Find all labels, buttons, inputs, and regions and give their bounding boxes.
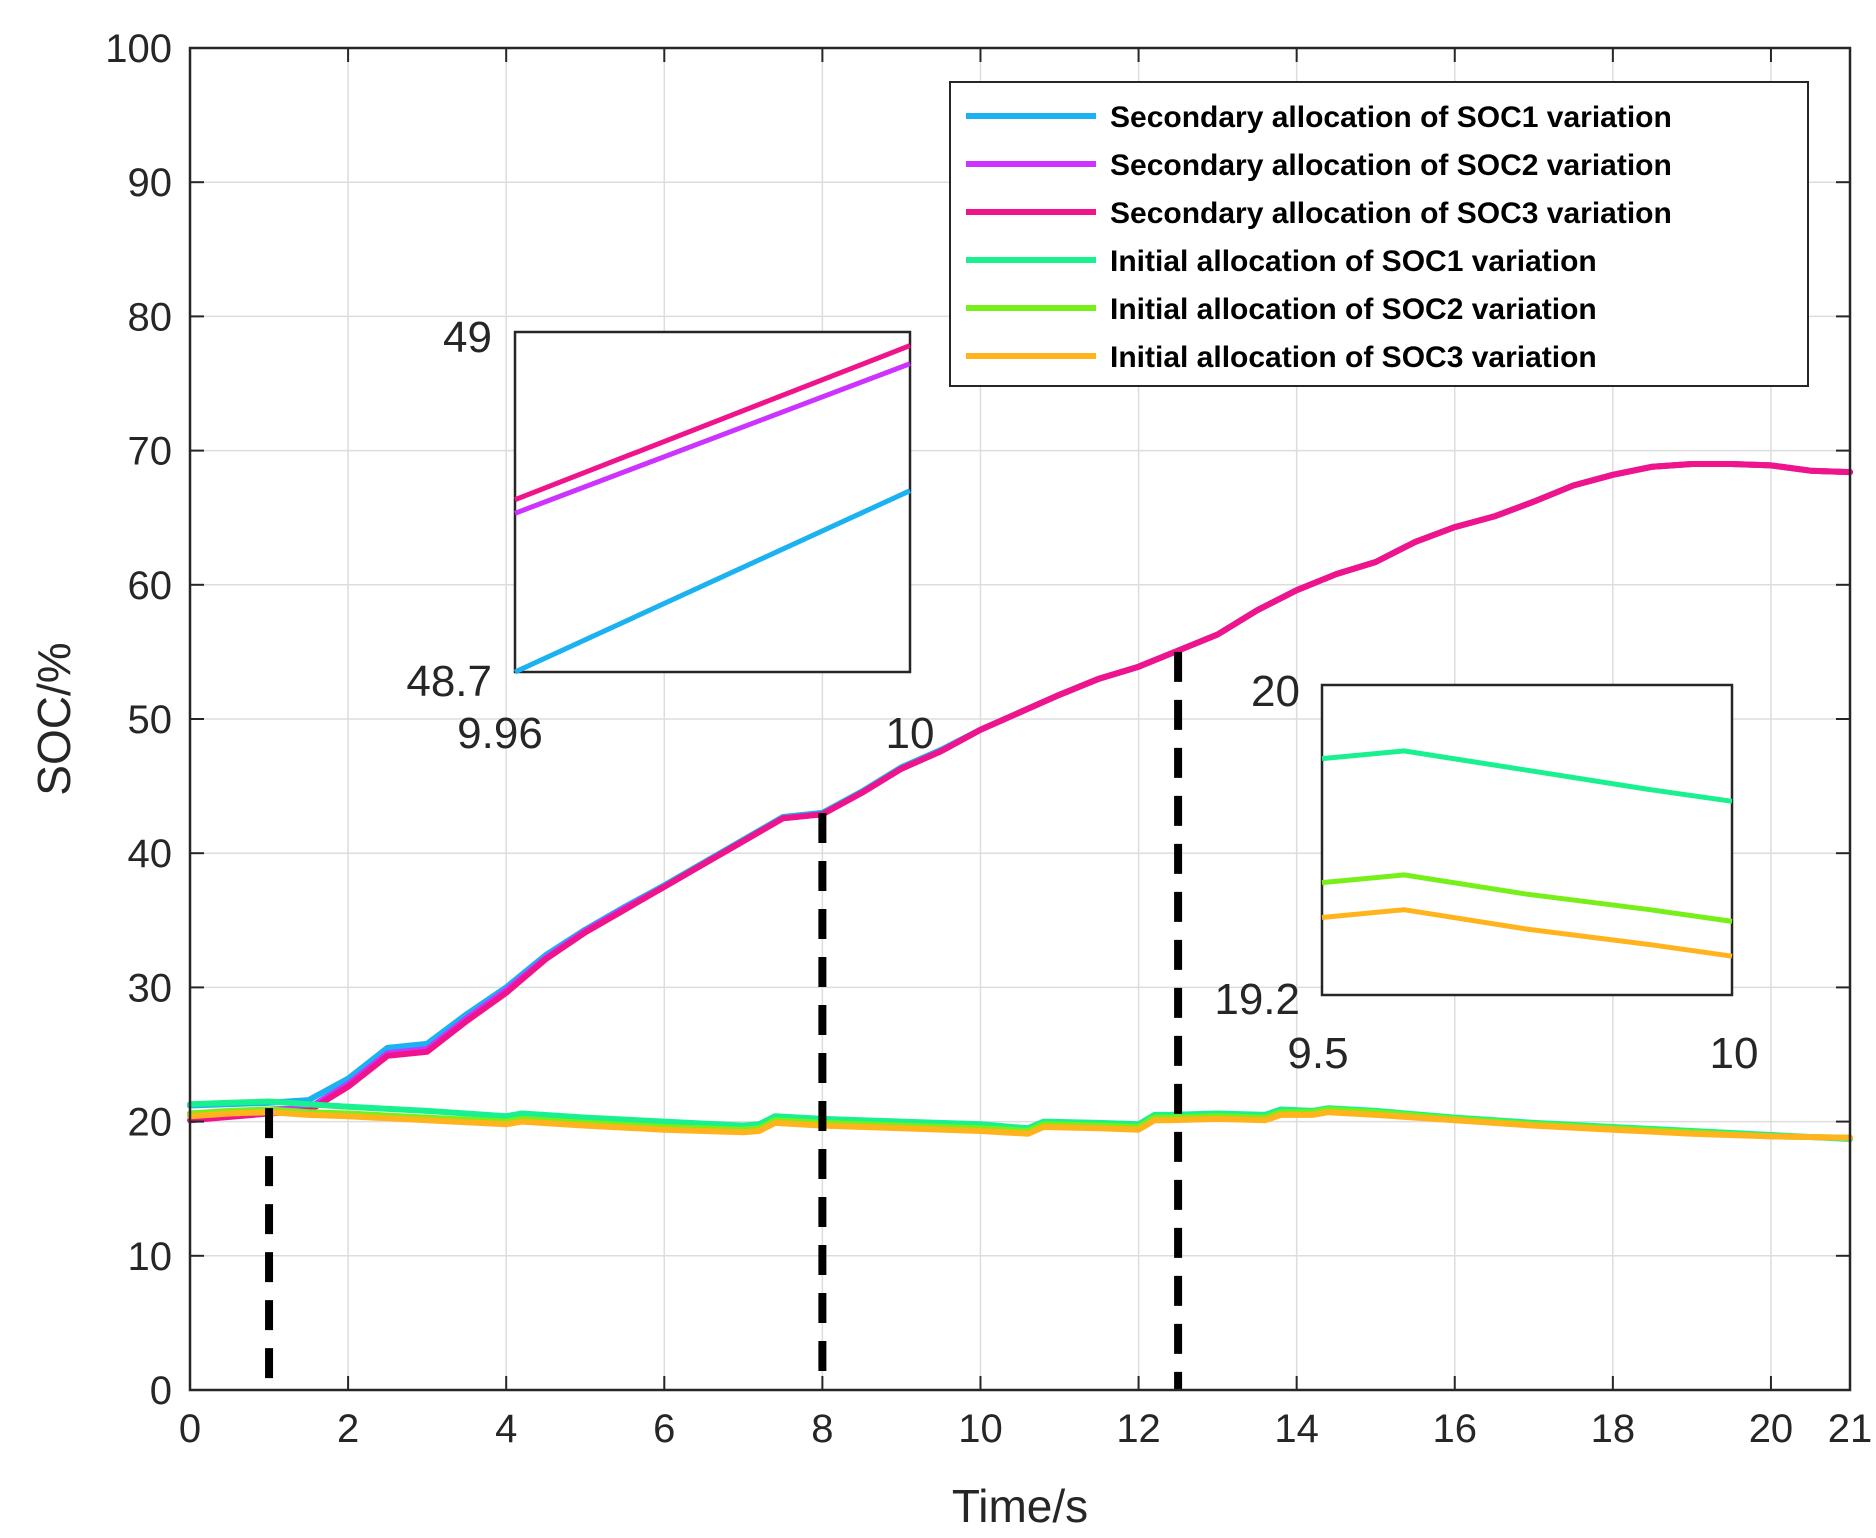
x-tick-label: 12 [1116, 1407, 1161, 1451]
x-tick-label: 16 [1433, 1407, 1478, 1451]
inset-y-label: 48.7 [406, 657, 492, 706]
legend: Secondary allocation of SOC1 variation Se… [949, 81, 1809, 387]
inset-series-line [514, 343, 911, 503]
inset-series-line [513, 488, 912, 675]
marker-lines [265, 651, 1183, 1390]
inset-2: 9.5 10 20 19.2 [1214, 667, 1758, 1078]
legend-label: Secondary allocation of SOC3 variation [1110, 197, 1672, 230]
y-tick-label: 80 [128, 295, 173, 339]
x-tick-label: 21 [1828, 1407, 1873, 1451]
series-line-3 [187, 461, 1853, 1124]
inset-frame [513, 330, 912, 674]
legend-label: Initial allocation of SOC2 variation [1110, 293, 1597, 326]
legend-label: Secondary allocation of SOC1 variation [1110, 101, 1672, 134]
y-tick-label: 40 [128, 832, 173, 876]
y-tick-label: 0 [150, 1369, 172, 1413]
y-tick-label: 20 [128, 1101, 173, 1145]
legend-label: Secondary allocation of SOC2 variation [1110, 149, 1672, 182]
inset-series-line [514, 361, 911, 516]
inset-series-line [1321, 748, 1733, 804]
zoom-insets: 9.96 10 49 48.7 9.5 10 20 19.2 [406, 313, 1758, 1078]
x-tick-label: 8 [811, 1407, 833, 1451]
y-tick-label: 50 [128, 698, 173, 742]
x-tick-label: 6 [653, 1407, 675, 1451]
y-axis-label: SOC/% [28, 642, 80, 795]
legend-label: Initial allocation of SOC3 variation [1110, 341, 1597, 374]
inset-x-label: 9.5 [1287, 1029, 1348, 1078]
inset-x-label: 10 [1710, 1029, 1759, 1078]
inset-x-label: 9.96 [457, 709, 543, 758]
inset-y-label: 20 [1251, 667, 1300, 716]
series-layer [187, 461, 1853, 1142]
inset-y-label: 49 [443, 313, 492, 362]
inset-y-label: 19.2 [1214, 975, 1300, 1024]
x-tick-label: 2 [337, 1407, 359, 1451]
legend-label: Initial allocation of SOC1 variation [1110, 245, 1597, 278]
y-tick-label: 70 [128, 430, 173, 474]
y-tick-label: 10 [128, 1235, 173, 1279]
y-tick-label: 90 [128, 161, 173, 205]
x-tick-label: 4 [495, 1407, 517, 1451]
inset-series-line [1321, 907, 1733, 959]
x-tick-label: 18 [1591, 1407, 1636, 1451]
legend-box [949, 81, 1809, 387]
inset-series-line [1321, 872, 1733, 924]
inset-1: 9.96 10 49 48.7 [406, 313, 934, 758]
x-tick-label: 20 [1749, 1407, 1794, 1451]
x-axis-label: Time/s [952, 1480, 1088, 1532]
y-tick-label: 30 [128, 966, 173, 1010]
inset-x-label: 10 [886, 709, 935, 758]
y-tick-label: 100 [105, 27, 172, 71]
x-tick-label: 10 [958, 1407, 1003, 1451]
x-tick-label: 14 [1274, 1407, 1319, 1451]
axis-ticks: 0 2 4 6 8 10 12 14 16 18 20 21 0 10 20 30 40 50 60 70 80 90 10… [105, 27, 1872, 1451]
series-line-6 [187, 1109, 1853, 1141]
inset-frame [1320, 683, 1734, 997]
y-tick-label: 60 [128, 564, 173, 608]
x-tick-label: 0 [179, 1407, 201, 1451]
